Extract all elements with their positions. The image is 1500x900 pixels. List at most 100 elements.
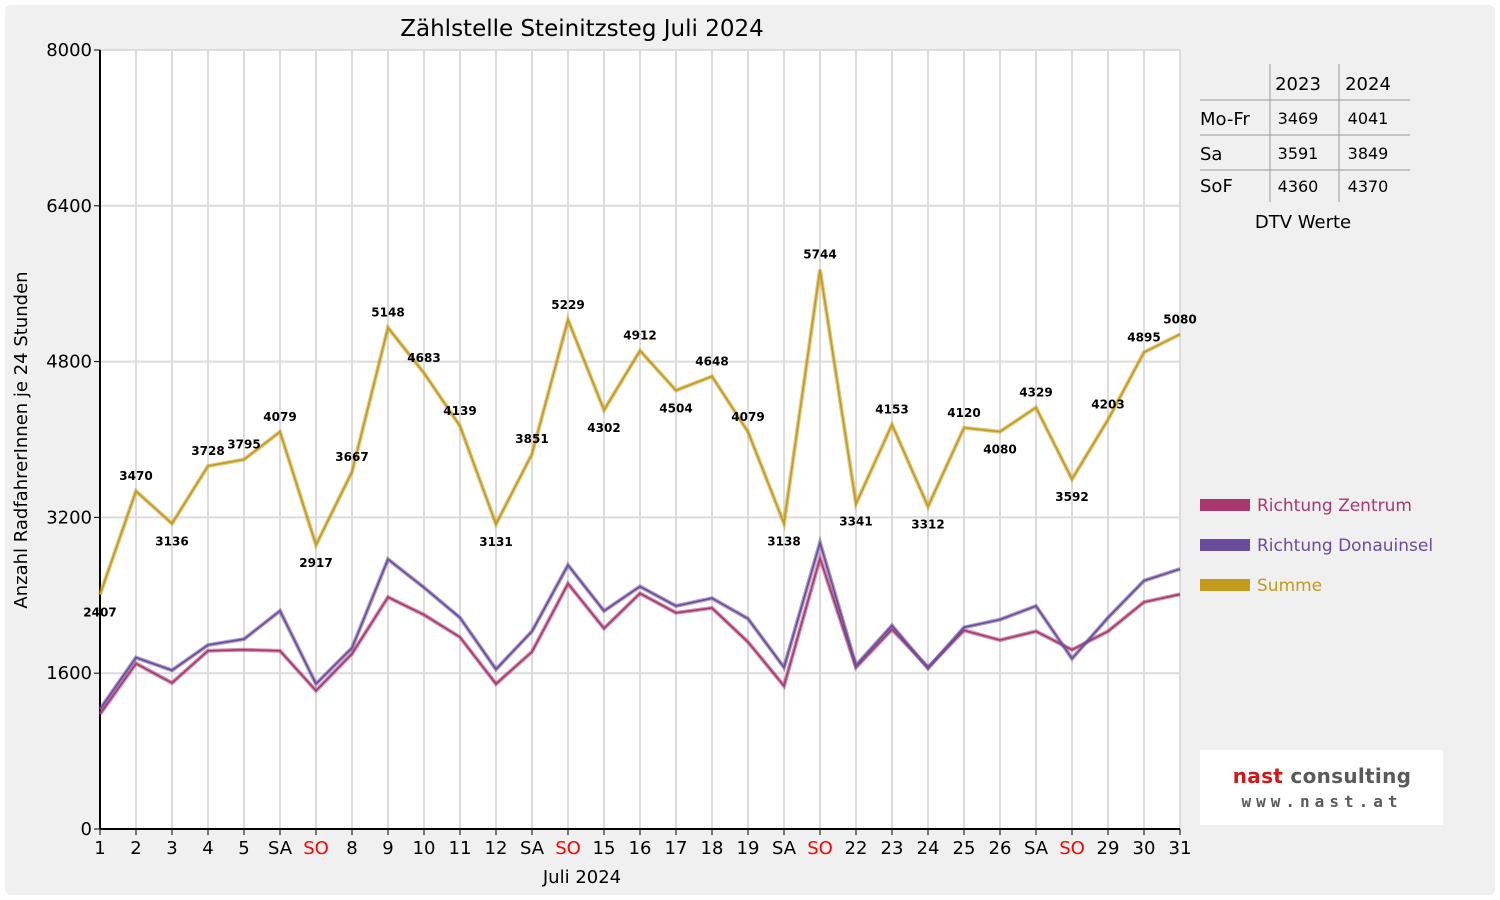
data-label: 2917: [299, 556, 332, 570]
dtv-row-label: SoF: [1200, 176, 1233, 197]
x-tick-label: 9: [382, 838, 393, 859]
y-tick-label: 0: [81, 819, 92, 840]
x-tick-label: SA: [1024, 838, 1049, 859]
data-label: 5080: [1163, 312, 1196, 326]
data-label: 4120: [947, 406, 980, 420]
data-label: 5744: [803, 248, 836, 262]
dtv-cell: 4360: [1278, 177, 1319, 196]
x-tick-label: 18: [701, 838, 724, 859]
data-label: 3136: [155, 535, 188, 549]
data-label: 3312: [911, 517, 944, 531]
data-label: 4648: [695, 354, 728, 368]
x-tick-label: 19: [737, 838, 760, 859]
data-label: 2407: [83, 606, 116, 620]
dtv-cell: 3849: [1348, 144, 1389, 163]
grid: [99, 49, 1181, 830]
data-label: 4153: [875, 403, 908, 417]
dtv-caption: DTV Werte: [1255, 212, 1351, 233]
legend-swatch: [1200, 539, 1250, 551]
chart-title: Zählstelle Steinitzsteg Juli 2024: [400, 16, 763, 42]
x-tick-label: 12: [485, 838, 508, 859]
data-label: 4912: [623, 329, 656, 343]
x-tick-label: 30: [1133, 838, 1156, 859]
x-tick-label: SO: [1059, 838, 1085, 859]
dtv-cell: 4041: [1348, 109, 1389, 128]
x-tick-label: 3: [166, 838, 177, 859]
dtv-row-label: Sa: [1200, 144, 1222, 165]
data-label: 4895: [1127, 330, 1160, 344]
data-label: 3667: [335, 450, 368, 464]
company-logo: nast consulting www.nast.at: [1200, 750, 1443, 825]
data-label: 3592: [1055, 490, 1088, 504]
legend-label: Richtung Donauinsel: [1257, 536, 1433, 556]
data-label: 3131: [479, 535, 512, 549]
data-label: 4504: [659, 401, 692, 415]
legend-swatch: [1200, 579, 1250, 591]
dtv-table: 2023 2024 Mo-Fr 3469 4041 Sa 3591 3849 S…: [1200, 64, 1410, 233]
x-tick-label: 16: [629, 838, 652, 859]
x-tick-label: SO: [303, 838, 329, 859]
x-tick-label: SA: [772, 838, 797, 859]
dtv-cell: 3469: [1278, 109, 1319, 128]
x-tick-label: 2: [130, 838, 141, 859]
x-tick-label: 4: [202, 838, 213, 859]
legend-label: Richtung Zentrum: [1257, 496, 1412, 516]
data-label: 3851: [515, 432, 548, 446]
x-tick-label: 11: [449, 838, 472, 859]
x-tick-label: SO: [555, 838, 581, 859]
logo-name: nast consulting: [1232, 764, 1412, 788]
logo-url: www.nast.at: [1241, 792, 1403, 811]
data-label: 3728: [191, 444, 224, 458]
data-label: 4079: [263, 410, 296, 424]
data-label: 3795: [227, 437, 260, 451]
series-line-richtung-donauinsel: [99, 539, 1181, 710]
x-tick-label: 31: [1169, 838, 1192, 859]
data-label: 4683: [407, 351, 440, 365]
x-tick-label: 5: [238, 838, 249, 859]
x-tick-label: 8: [346, 838, 357, 859]
data-label: 4079: [731, 410, 764, 424]
legend-label: Summe: [1257, 576, 1322, 596]
series-lines: [98, 269, 1181, 716]
x-tick-label: SA: [520, 838, 545, 859]
x-tick-label: 15: [593, 838, 616, 859]
y-tick-label: 1600: [46, 663, 92, 684]
x-tick-label: 29: [1097, 838, 1120, 859]
data-label: 4139: [443, 404, 476, 418]
x-tick-label: 10: [413, 838, 436, 859]
data-label: 4080: [983, 443, 1016, 457]
x-tick-label: 17: [665, 838, 688, 859]
y-tick-label: 3200: [46, 507, 92, 528]
x-axis-title: Juli 2024: [542, 867, 621, 888]
x-tick-label: 25: [953, 838, 976, 859]
x-tick-label: 26: [989, 838, 1012, 859]
dtv-cell: 4370: [1348, 177, 1389, 196]
x-tick-label: 23: [881, 838, 904, 859]
x-tick-label: 22: [845, 838, 868, 859]
dtv-row-label: Mo-Fr: [1200, 109, 1250, 130]
data-label: 4302: [587, 421, 620, 435]
y-axis-title: Anzahl RadfahrerInnen je 24 Stunden: [11, 271, 32, 608]
data-label: 4203: [1091, 398, 1124, 412]
data-label: 3138: [767, 534, 800, 548]
y-tick-label: 4800: [46, 352, 92, 373]
legend: Richtung Zentrum Richtung Donauinsel Summe: [1200, 496, 1433, 596]
x-tick-label: 1: [94, 838, 105, 859]
legend-swatch: [1200, 499, 1250, 511]
dtv-cell: 3591: [1278, 144, 1319, 163]
x-tick-label: SA: [268, 838, 293, 859]
series-line-summe: [99, 269, 1181, 595]
data-label: 5229: [551, 298, 584, 312]
series-line-richtung-zentrum: [99, 555, 1181, 715]
data-label: 5148: [371, 306, 404, 320]
data-label: 3341: [839, 515, 872, 529]
y-tick-label: 6400: [46, 196, 92, 217]
x-tick-label: SO: [807, 838, 833, 859]
dtv-header-2023: 2023: [1275, 74, 1321, 95]
x-tick-label: 24: [917, 838, 940, 859]
data-label: 4329: [1019, 385, 1052, 399]
dtv-header-2024: 2024: [1345, 74, 1391, 95]
